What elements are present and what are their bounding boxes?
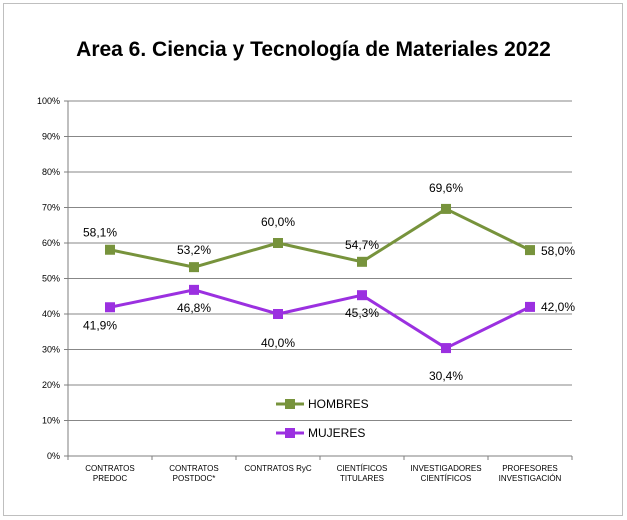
data-label-hombres: 58,1% xyxy=(83,226,117,240)
data-label-mujeres: 45,3% xyxy=(345,306,379,320)
data-label-hombres: 60,0% xyxy=(261,215,295,229)
y-tick-label: 0% xyxy=(47,451,60,461)
data-point-hombres xyxy=(273,238,283,248)
x-tick-label: INVESTIGADORES CIENTÍFICOS xyxy=(410,464,481,483)
x-tick-label: PROFESORES INVESTIGACIÓN xyxy=(499,464,562,483)
data-point-hombres xyxy=(357,256,367,267)
x-axis-categories: CONTRATOS PREDOC CONTRATOS POSTDOC* CONTRATO… xyxy=(85,464,561,483)
data-label-mujeres: 30,4% xyxy=(429,369,463,383)
y-axis-ticks: 0% 10% 20% 30% 40% 50% 60% 70% 80% 90% 100% xyxy=(37,96,60,461)
x-tick-label: CONTRATOS RyC xyxy=(244,464,311,473)
chart-frame xyxy=(3,3,623,516)
data-point-mujeres xyxy=(357,290,367,301)
y-tick-label: 90% xyxy=(42,132,60,142)
data-label-hombres: 69,6% xyxy=(429,181,463,195)
x-tick-label: CIENTÍFICOS TITULARES xyxy=(337,464,388,483)
legend-swatch-marker xyxy=(285,399,295,409)
series-line-hombres xyxy=(109,207,531,269)
data-label-hombres: 54,7% xyxy=(345,238,379,252)
legend-label: MUJERES xyxy=(308,426,365,440)
x-tick-label: CONTRATOS POSTDOC* xyxy=(169,464,218,483)
data-label-mujeres: 41,9% xyxy=(83,318,117,332)
data-point-hombres xyxy=(525,245,535,256)
data-point-hombres xyxy=(105,244,115,255)
y-tick-label: 10% xyxy=(42,416,60,426)
data-point-mujeres xyxy=(189,284,199,295)
series-group xyxy=(105,203,535,354)
y-tick-label: 40% xyxy=(42,309,60,319)
gridlines xyxy=(64,100,573,460)
y-tick-label: 50% xyxy=(42,274,60,284)
data-label-hombres: 53,2% xyxy=(177,243,211,257)
x-tick-label: CONTRATOS PREDOC xyxy=(85,464,134,483)
data-label-hombres: 58,0% xyxy=(541,244,575,258)
data-labels: 58,1% 53,2% 60,0% 54,7% 69,6% 58,0% 41,9% 46,8%… xyxy=(83,181,575,383)
legend: HOMBRES MUJERES xyxy=(276,397,369,440)
y-tick-label: 80% xyxy=(42,167,60,177)
chart-title: Area 6. Ciencia y Tecnología de Material… xyxy=(76,38,551,61)
data-point-mujeres xyxy=(105,302,115,313)
data-point-hombres xyxy=(441,203,451,214)
y-tick-label: 100% xyxy=(37,96,60,106)
y-tick-label: 30% xyxy=(42,345,60,355)
data-point-mujeres xyxy=(525,301,535,312)
data-point-mujeres xyxy=(273,309,283,319)
data-label-mujeres: 40,0% xyxy=(261,336,295,350)
data-label-mujeres: 42,0% xyxy=(541,300,575,314)
y-tick-label: 20% xyxy=(42,380,60,390)
legend-swatch-marker xyxy=(285,428,295,438)
y-tick-label: 60% xyxy=(42,238,60,248)
data-point-mujeres xyxy=(441,343,451,354)
data-point-hombres xyxy=(189,262,199,273)
series-line-mujeres xyxy=(109,288,531,350)
data-label-mujeres: 46,8% xyxy=(177,301,211,315)
legend-label: HOMBRES xyxy=(308,397,369,411)
y-tick-label: 70% xyxy=(42,203,60,213)
